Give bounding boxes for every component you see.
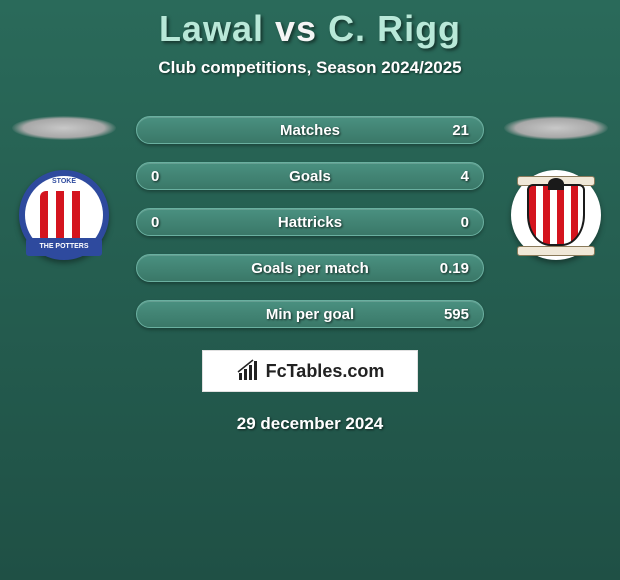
player1-name: Lawal	[159, 8, 264, 49]
stoke-city-crest: STOKE THE POTTERS	[19, 170, 109, 260]
stat-left-value: 0	[151, 214, 191, 231]
stat-label: Min per goal	[191, 306, 429, 323]
subtitle: Club competitions, Season 2024/2025	[0, 58, 620, 78]
date: 29 december 2024	[0, 414, 620, 434]
left-column: STOKE THE POTTERS	[10, 116, 118, 260]
stat-left-value: 0	[151, 168, 191, 185]
stats-column: Matches 21 0 Goals 4 0 Hattricks 0 Goals…	[136, 116, 484, 328]
chart-icon	[236, 359, 260, 383]
stat-right-value: 21	[429, 122, 469, 139]
infographic-root: Lawal vs C. Rigg Club competitions, Seas…	[0, 0, 620, 580]
player2-name: C. Rigg	[328, 8, 461, 49]
comparison-title: Lawal vs C. Rigg	[0, 8, 620, 50]
stat-label: Goals per match	[191, 260, 429, 277]
stat-right-value: 595	[429, 306, 469, 323]
stat-row-goals: 0 Goals 4	[136, 162, 484, 190]
stat-label: Goals	[191, 168, 429, 185]
main-row: STOKE THE POTTERS Matches 21 0 Goals 4 0…	[0, 116, 620, 328]
stat-right-value: 0.19	[429, 260, 469, 277]
stoke-stripes-icon	[40, 191, 88, 239]
sunderland-crest	[511, 170, 601, 260]
brand-text: FcTables.com	[266, 361, 385, 382]
stat-label: Matches	[191, 122, 429, 139]
brand-box: FcTables.com	[202, 350, 418, 392]
stat-row-matches: Matches 21	[136, 116, 484, 144]
stoke-top-label: STOKE	[52, 178, 76, 185]
stoke-ribbon: THE POTTERS	[26, 238, 102, 256]
stat-row-goals-per-match: Goals per match 0.19	[136, 254, 484, 282]
stat-right-value: 4	[429, 168, 469, 185]
stat-right-value: 0	[429, 214, 469, 231]
left-player-shadow	[12, 116, 116, 140]
stat-label: Hattricks	[191, 214, 429, 231]
stat-row-hattricks: 0 Hattricks 0	[136, 208, 484, 236]
stat-row-min-per-goal: Min per goal 595	[136, 300, 484, 328]
right-column	[502, 116, 610, 260]
right-player-shadow	[504, 116, 608, 140]
sunderland-shield-icon	[527, 184, 585, 246]
vs-text: vs	[275, 8, 317, 49]
sunderland-banner-bottom-icon	[517, 246, 595, 256]
